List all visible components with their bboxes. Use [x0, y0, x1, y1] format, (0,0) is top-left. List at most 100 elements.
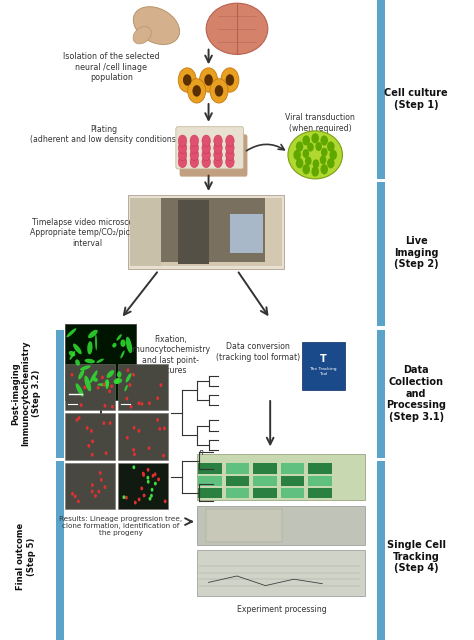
Circle shape — [151, 488, 154, 492]
Circle shape — [109, 421, 111, 425]
Circle shape — [111, 405, 114, 409]
Circle shape — [126, 397, 128, 401]
Circle shape — [74, 495, 77, 499]
Circle shape — [105, 451, 108, 455]
Circle shape — [140, 402, 143, 406]
Circle shape — [302, 164, 310, 175]
Circle shape — [215, 85, 223, 97]
Circle shape — [78, 416, 81, 420]
Circle shape — [327, 141, 335, 152]
Circle shape — [164, 499, 167, 503]
Circle shape — [147, 480, 150, 484]
Circle shape — [202, 142, 210, 154]
Circle shape — [302, 135, 310, 145]
Bar — [118, 413, 168, 460]
Circle shape — [311, 133, 319, 143]
Circle shape — [202, 156, 210, 168]
Circle shape — [146, 476, 149, 479]
Circle shape — [127, 368, 129, 372]
Circle shape — [178, 142, 187, 154]
Circle shape — [313, 159, 319, 168]
Circle shape — [90, 429, 93, 433]
Ellipse shape — [117, 371, 121, 378]
Circle shape — [104, 485, 107, 489]
Circle shape — [132, 372, 135, 376]
Bar — [56, 330, 64, 458]
Circle shape — [140, 486, 143, 490]
Ellipse shape — [126, 337, 132, 353]
Ellipse shape — [133, 6, 180, 45]
Circle shape — [129, 405, 132, 409]
Circle shape — [122, 495, 125, 499]
Text: Experiment processing: Experiment processing — [237, 605, 327, 614]
Circle shape — [226, 142, 234, 154]
Circle shape — [226, 149, 234, 161]
FancyBboxPatch shape — [176, 127, 244, 169]
Circle shape — [91, 440, 94, 444]
Circle shape — [128, 383, 131, 387]
Circle shape — [110, 384, 113, 388]
Bar — [65, 364, 115, 410]
Circle shape — [188, 79, 206, 103]
Circle shape — [210, 79, 228, 103]
Circle shape — [154, 482, 157, 486]
FancyBboxPatch shape — [180, 134, 247, 177]
Ellipse shape — [124, 385, 128, 392]
Bar — [308, 476, 332, 486]
Circle shape — [320, 164, 328, 175]
Circle shape — [178, 135, 187, 147]
Bar — [198, 476, 222, 486]
Bar — [253, 488, 277, 498]
Bar — [65, 413, 115, 460]
Ellipse shape — [84, 376, 91, 392]
Circle shape — [226, 74, 234, 86]
Ellipse shape — [73, 344, 82, 354]
Circle shape — [190, 156, 199, 168]
Ellipse shape — [80, 365, 91, 371]
Ellipse shape — [84, 359, 95, 364]
Circle shape — [137, 401, 140, 405]
Ellipse shape — [288, 131, 343, 179]
Circle shape — [156, 396, 159, 400]
Circle shape — [226, 135, 234, 147]
Ellipse shape — [97, 383, 109, 387]
Text: Viral transduction
(when required): Viral transduction (when required) — [285, 113, 355, 132]
Circle shape — [91, 490, 94, 493]
Circle shape — [91, 452, 93, 456]
Circle shape — [152, 474, 155, 477]
Circle shape — [305, 157, 311, 166]
Ellipse shape — [120, 339, 126, 347]
Circle shape — [296, 158, 303, 168]
Circle shape — [214, 156, 222, 168]
Bar — [226, 488, 249, 498]
Ellipse shape — [115, 378, 119, 384]
Circle shape — [204, 74, 213, 86]
Ellipse shape — [105, 380, 109, 387]
Circle shape — [214, 149, 222, 161]
Circle shape — [97, 386, 100, 390]
Circle shape — [321, 148, 328, 157]
Circle shape — [146, 468, 149, 472]
Circle shape — [154, 472, 156, 476]
Bar — [302, 342, 345, 390]
Bar — [118, 463, 168, 509]
Circle shape — [315, 142, 322, 151]
Bar — [147, 198, 265, 262]
Circle shape — [221, 68, 239, 92]
Bar — [130, 198, 282, 266]
Circle shape — [202, 135, 210, 147]
Bar — [197, 454, 365, 500]
Bar — [226, 476, 249, 486]
Text: Timelapse video microscopy
Appropriate temp/CO₂/picture
interval: Timelapse video microscopy Appropriate t… — [30, 218, 146, 248]
Circle shape — [87, 444, 90, 448]
Circle shape — [137, 497, 140, 501]
Ellipse shape — [90, 371, 98, 383]
Bar — [377, 330, 385, 458]
Circle shape — [102, 421, 105, 425]
Circle shape — [302, 149, 309, 158]
Circle shape — [132, 465, 135, 469]
Circle shape — [159, 383, 162, 387]
Text: Isolation of the selected
neural /cell linage
population: Isolation of the selected neural /cell l… — [63, 52, 160, 82]
Circle shape — [148, 497, 151, 500]
Circle shape — [103, 404, 106, 408]
